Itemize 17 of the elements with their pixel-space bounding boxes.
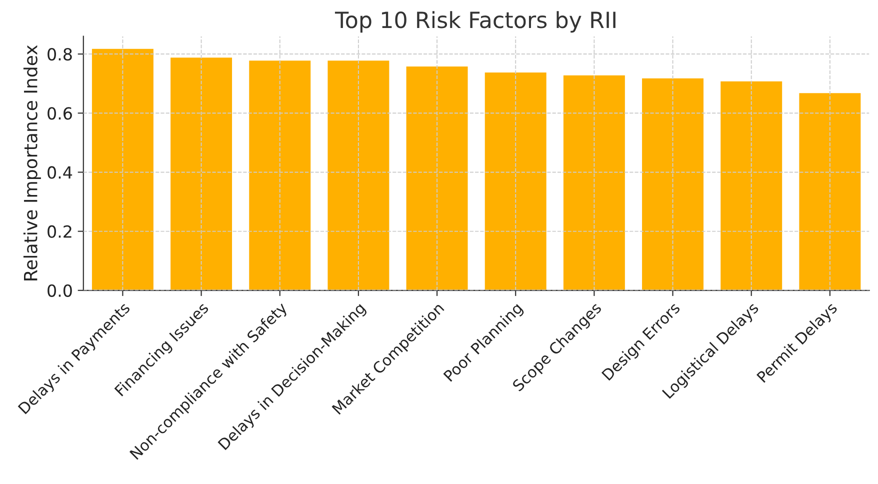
y-tick-label: 0.6 xyxy=(48,107,72,120)
bar xyxy=(719,80,784,290)
bar xyxy=(640,76,705,290)
y-tick-label: 0.0 xyxy=(48,284,72,297)
bar xyxy=(90,47,155,290)
bar xyxy=(483,71,548,290)
bar xyxy=(326,59,391,290)
bar xyxy=(169,56,234,290)
y-tick-label: 0.2 xyxy=(48,225,72,238)
bar xyxy=(248,59,312,290)
y-axis-title: Relative Importance Index xyxy=(23,45,41,280)
y-tick-label: 0.8 xyxy=(48,48,72,61)
y-tick-label: 0.4 xyxy=(48,166,72,179)
bar xyxy=(798,92,862,290)
bar xyxy=(562,74,626,290)
bar xyxy=(404,65,470,290)
chart-title: Top 10 Risk Factors by RII xyxy=(334,11,616,33)
